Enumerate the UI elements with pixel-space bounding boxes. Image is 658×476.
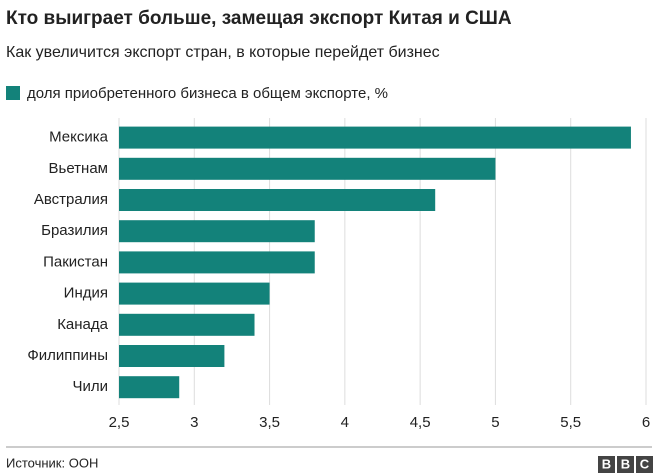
bar [119, 251, 315, 274]
y-tick-label: Филиппины [27, 347, 108, 364]
x-tick-label: 4,5 [410, 414, 431, 431]
bar [119, 157, 496, 180]
bar [119, 376, 180, 399]
x-tick-label: 2,5 [109, 414, 130, 431]
bar [119, 282, 270, 305]
chart-title: Кто выиграет больше, замещая экспорт Кит… [6, 8, 512, 29]
logo-letter: B [602, 456, 611, 471]
x-tick-label: 4 [341, 414, 349, 431]
y-tick-label: Бразилия [41, 222, 108, 239]
y-tick-label: Индия [64, 285, 108, 302]
x-tick-label: 5 [491, 414, 499, 431]
logo-letter: B [621, 456, 630, 471]
logo-box [598, 456, 615, 473]
y-tick-label: Пакистан [43, 253, 108, 270]
logo-box [617, 456, 634, 473]
y-tick-label: Австралия [34, 191, 108, 208]
legend-swatch [6, 86, 20, 100]
bar [119, 189, 436, 211]
bar [119, 220, 315, 243]
x-tick-label: 3,5 [259, 414, 280, 431]
logo-box [636, 456, 653, 473]
legend-label: доля приобретенного бизнеса в общем эксп… [27, 85, 388, 102]
x-tick-label: 5,5 [560, 414, 581, 431]
y-tick-label: Канада [57, 316, 108, 333]
bar [119, 126, 631, 149]
x-tick-label: 6 [642, 414, 650, 431]
logo-letter: C [640, 456, 650, 471]
bar [119, 345, 225, 367]
x-tick-label: 3 [190, 414, 198, 431]
y-tick-label: Вьетнам [49, 160, 108, 177]
chart-subtitle: Как увеличится экспорт стран, в которые … [6, 44, 440, 61]
bar [119, 313, 255, 336]
source: Источник: ООН [6, 455, 98, 470]
y-tick-label: Чили [72, 378, 108, 395]
y-tick-label: Мексика [49, 129, 109, 146]
